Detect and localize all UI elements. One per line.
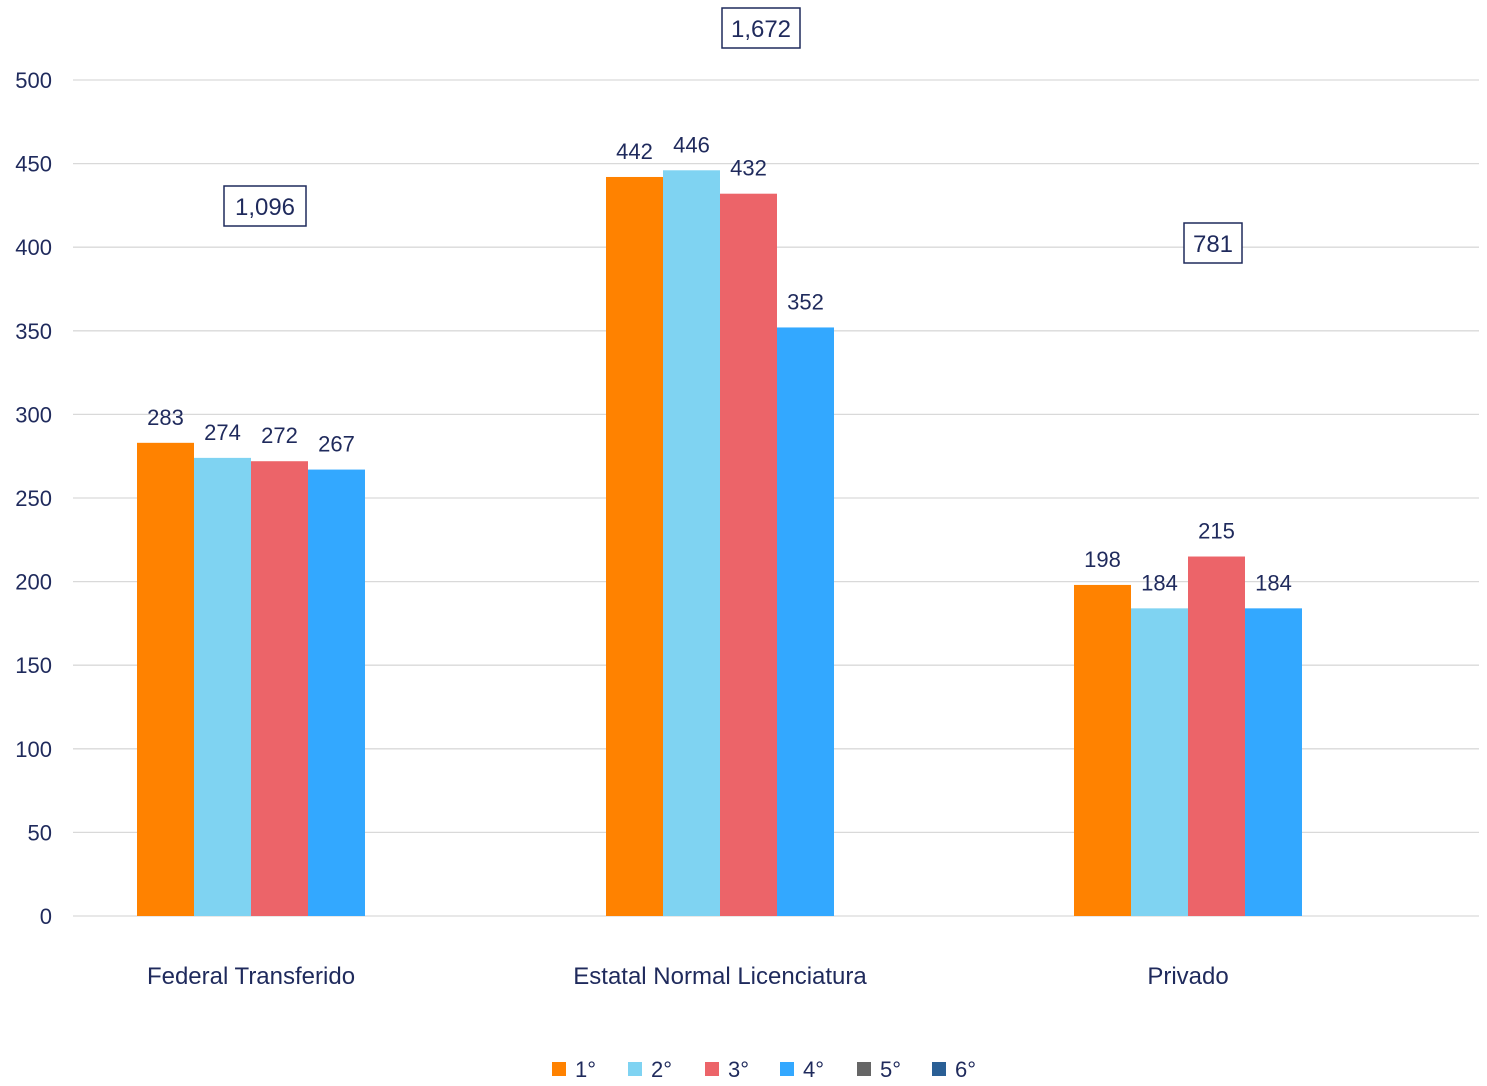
bar: [1074, 584, 1131, 916]
total-label: 1,096: [235, 194, 295, 221]
total-label: 781: [1193, 231, 1233, 258]
legend-label: 5°: [880, 1057, 901, 1081]
data-label: 215: [1198, 519, 1235, 544]
legend-item: 3°: [705, 1057, 749, 1082]
bar: [1131, 608, 1188, 916]
legend-item: 1°: [552, 1057, 596, 1082]
total-box-frame: [223, 185, 307, 227]
total-box-frame: [1183, 222, 1243, 264]
legend-item: 2°: [628, 1057, 672, 1082]
y-tick-label: 500: [15, 68, 52, 93]
bar: [137, 442, 194, 916]
y-tick-label: 200: [15, 570, 52, 595]
legend-label: 2°: [651, 1057, 672, 1081]
data-label: 274: [204, 420, 241, 445]
y-tick-label: 450: [15, 152, 52, 177]
data-label: 272: [261, 423, 298, 448]
total-label: 1,672: [731, 16, 791, 43]
data-label: 442: [616, 139, 653, 164]
legend-swatch: [552, 1062, 566, 1076]
y-tick-label: 300: [15, 402, 52, 427]
total-box: 781: [1183, 222, 1243, 264]
bar: [663, 170, 720, 917]
total-box-frame: [721, 7, 801, 49]
legend-label: 6°: [955, 1057, 976, 1081]
bar: [251, 461, 308, 916]
data-label: 283: [147, 405, 184, 430]
total-box: 1,672: [721, 7, 801, 49]
x-category-label: Federal Transferido: [147, 963, 355, 990]
data-label: 198: [1084, 547, 1121, 572]
y-tick-label: 400: [15, 235, 52, 260]
bar: [308, 469, 365, 916]
legend-item: 5°: [857, 1057, 901, 1082]
total-box: 1,096: [223, 185, 307, 227]
data-label: 184: [1141, 570, 1178, 595]
y-tick-label: 100: [15, 737, 52, 762]
bar: [720, 193, 777, 917]
y-tick-label: 250: [15, 486, 52, 511]
y-tick-label: 350: [15, 319, 52, 344]
legend-item: 6°: [932, 1057, 976, 1082]
bar: [777, 327, 834, 916]
legend-swatch: [628, 1062, 642, 1076]
x-category-label: Privado: [1147, 963, 1228, 990]
legend-label: 3°: [728, 1057, 749, 1081]
legend-swatch: [857, 1062, 871, 1076]
legend-swatch: [780, 1062, 794, 1076]
bar: [606, 176, 663, 916]
y-tick-label: 150: [15, 653, 52, 678]
y-tick-label: 50: [28, 820, 52, 845]
data-label: 267: [318, 432, 355, 457]
bar: [194, 457, 251, 916]
bar: [1188, 556, 1245, 916]
data-label: 432: [730, 156, 767, 181]
data-label: 352: [787, 289, 824, 314]
data-label: 184: [1255, 570, 1292, 595]
y-tick-label: 0: [40, 904, 52, 929]
legend-label: 4°: [803, 1057, 824, 1081]
legend-item: 4°: [780, 1057, 824, 1082]
legend-label: 1°: [575, 1057, 596, 1081]
legend-swatch: [932, 1062, 946, 1076]
bar: [1245, 608, 1302, 916]
data-label: 446: [673, 132, 710, 157]
legend-swatch: [705, 1062, 719, 1076]
x-category-label: Estatal Normal Licenciatura: [573, 963, 867, 990]
